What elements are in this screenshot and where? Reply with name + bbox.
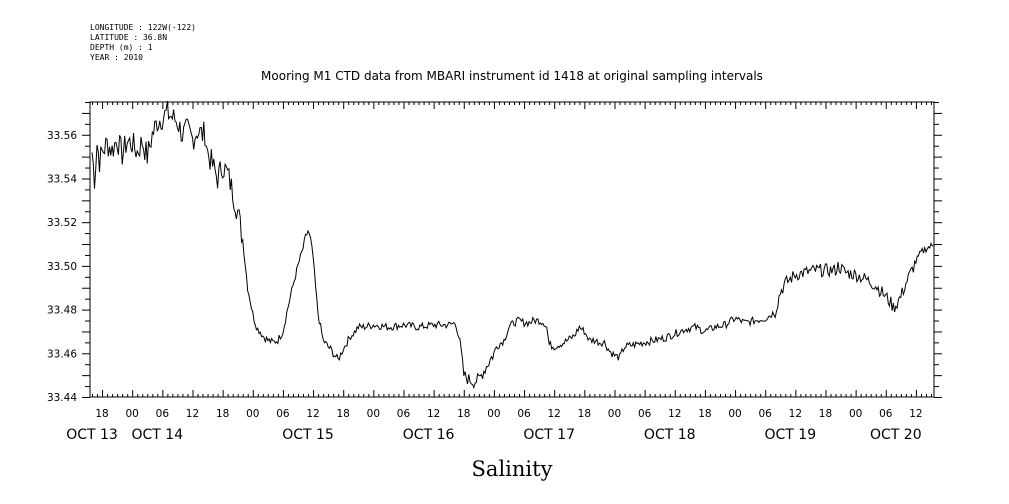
y-tick-labels: 33.44 33.46 33.48 33.50 33.52 33.54 33.56	[47, 130, 77, 404]
date-label: OCT 17	[523, 427, 575, 443]
y-tick-label: 33.56	[47, 130, 77, 142]
depth-label: DEPTH (m) : 1	[90, 43, 153, 52]
x-tick-label: 12	[548, 408, 561, 420]
x-tick-labels: 18 00 06 12 18 00 06 12 18 00 06 12 18 00 06 12 18 00 06 12…	[95, 408, 922, 420]
x-tick-label: 18	[95, 408, 108, 420]
axis-ticks	[82, 102, 942, 398]
x-tick-label: 00	[608, 408, 621, 420]
x-tick-label: 06	[638, 408, 652, 420]
y-tick-label: 33.46	[47, 348, 77, 360]
x-tick-label: 06	[397, 408, 411, 420]
x-tick-label: 18	[819, 408, 832, 420]
date-label: OCT 15	[282, 427, 334, 443]
date-label: OCT 13	[66, 427, 118, 443]
latitude-label: LATITUDE : 36.8N	[90, 33, 167, 42]
y-tick-label: 33.50	[47, 261, 77, 273]
x-tick-label: 00	[487, 408, 500, 420]
date-label: OCT 18	[644, 427, 696, 443]
x-tick-label: 00	[849, 408, 862, 420]
year-label: YEAR : 2010	[90, 53, 143, 62]
x-axis-label: Salinity	[472, 457, 553, 481]
date-label: OCT 14	[132, 427, 184, 443]
y-tick-label: 33.54	[47, 173, 77, 185]
x-tick-label: 06	[879, 408, 893, 420]
x-tick-label: 00	[126, 408, 139, 420]
x-tick-label: 06	[759, 408, 773, 420]
salinity-series-line	[91, 100, 934, 390]
x-tick-label: 12	[306, 408, 319, 420]
x-tick-label: 18	[216, 408, 229, 420]
y-tick-label: 33.44	[47, 392, 77, 404]
x-tick-label: 18	[457, 408, 470, 420]
x-tick-label: 12	[186, 408, 199, 420]
x-tick-label: 00	[367, 408, 380, 420]
date-label: OCT 19	[765, 427, 817, 443]
x-tick-label: 12	[427, 408, 440, 420]
x-tick-label: 06	[156, 408, 170, 420]
date-label: OCT 20	[870, 427, 922, 443]
x-tick-label: 18	[337, 408, 350, 420]
y-tick-label: 33.48	[47, 305, 77, 317]
longitude-label: LONGITUDE : 122W(-122)	[90, 23, 196, 32]
date-label: OCT 16	[403, 427, 455, 443]
x-tick-label: 06	[517, 408, 531, 420]
day-labels: OCT 13 OCT 14 OCT 15 OCT 16 OCT 17 OCT 18 OCT …	[66, 427, 921, 443]
x-tick-label: 18	[578, 408, 591, 420]
plot-frame	[89, 101, 935, 398]
x-tick-label: 12	[668, 408, 681, 420]
y-tick-label: 33.52	[47, 217, 77, 229]
x-tick-label: 00	[246, 408, 259, 420]
x-tick-label: 00	[728, 408, 741, 420]
x-tick-label: 12	[909, 408, 922, 420]
x-tick-label: 06	[276, 408, 290, 420]
x-tick-label: 12	[789, 408, 802, 420]
x-tick-label: 18	[698, 408, 711, 420]
chart-title: Mooring M1 CTD data from MBARI instrumen…	[261, 69, 763, 83]
